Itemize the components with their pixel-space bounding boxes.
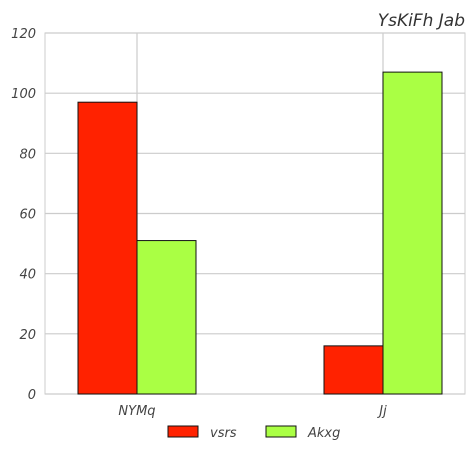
- bar-vsrs-Jj: [323, 345, 384, 395]
- legend: vsrs Akxg: [167, 425, 340, 441]
- bar-vsrs-NYMq: [77, 101, 138, 395]
- x-tick-label: NYMq: [118, 404, 155, 419]
- legend-label-Akxg: Akxg: [307, 426, 340, 441]
- y-tick-label: 40: [19, 268, 36, 283]
- legend-swatch-vsrs: [167, 425, 199, 438]
- legend-label-vsrs: vsrs: [210, 426, 237, 441]
- bars-group: [77, 71, 443, 395]
- x-axis-ticks: NYMq Jj: [118, 404, 387, 419]
- bar-Akxg-NYMq: [136, 240, 197, 395]
- legend-swatch-Akxg: [265, 425, 297, 438]
- y-tick-label: 60: [19, 208, 36, 223]
- y-tick-label: 100: [11, 87, 36, 102]
- bar-Akxg-Jj: [382, 71, 443, 395]
- y-tick-label: 20: [19, 328, 36, 343]
- y-tick-label: 80: [19, 147, 36, 162]
- y-axis-ticks: 0 20 40 60 80 100 120: [11, 27, 36, 403]
- y-tick-label: 120: [11, 27, 36, 42]
- y-tick-label: 0: [28, 388, 36, 403]
- x-tick-label: Jj: [376, 404, 387, 419]
- chart-title: YsKiFh Jab: [378, 11, 465, 31]
